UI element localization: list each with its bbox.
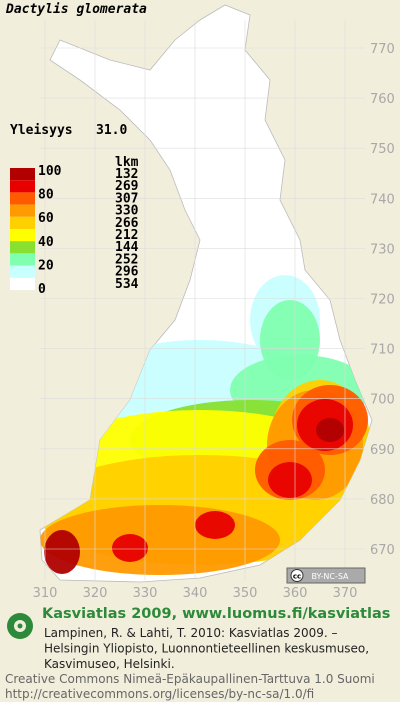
density-area <box>316 418 344 442</box>
legend-swatch <box>10 204 35 217</box>
legend-count: 266 <box>115 216 139 231</box>
footer: Lampinen, R. & Lahti, T. 2010: Kasviatla… <box>5 626 375 701</box>
citation-line: Helsingin Yliopisto, Luonnontieteellinen… <box>44 642 369 656</box>
y-label: 750 <box>370 142 395 157</box>
grid: 770 760 750 740 730 720 710 700 690 680 670 310 320 3… <box>33 20 395 601</box>
density-area <box>44 530 80 574</box>
density-area <box>268 462 312 498</box>
badge-text: BY-NC-SA <box>311 572 349 581</box>
footer-title: Kasviatlas 2009, www.luomus.fi/kasviatla… <box>42 606 390 622</box>
density-area <box>195 511 235 539</box>
legend-count: 330 <box>115 204 139 219</box>
logo <box>7 613 33 639</box>
legend-swatch <box>10 265 35 278</box>
y-label: 760 <box>370 92 395 107</box>
frequency-label: Yleisyys <box>10 123 73 138</box>
legend-count: 144 <box>115 240 139 255</box>
x-label: 350 <box>233 586 258 601</box>
y-label: 680 <box>370 493 395 508</box>
x-label: 320 <box>83 586 108 601</box>
badge-icon: cc <box>293 573 301 581</box>
frequency-value: 31.0 <box>96 123 127 138</box>
legend-level: 0 <box>38 282 46 297</box>
map-title: Dactylis glomerata <box>5 2 147 17</box>
legend-level: 60 <box>38 211 54 226</box>
legend-swatch <box>10 253 35 266</box>
legend-swatch <box>10 277 35 290</box>
y-label: 710 <box>370 343 395 358</box>
legend-swatch <box>10 241 35 254</box>
license-line: http://creativecommons.org/licenses/by-n… <box>5 687 314 701</box>
y-label: 770 <box>370 42 395 57</box>
legend-count: 132 <box>115 167 138 182</box>
citation-line: Lampinen, R. & Lahti, T. 2010: Kasviatla… <box>44 626 338 640</box>
legend-level: 40 <box>38 235 54 250</box>
legend-count: 252 <box>115 252 138 267</box>
legend-count: 296 <box>115 265 139 280</box>
legend-swatch <box>10 180 35 193</box>
y-label: 670 <box>370 543 395 558</box>
legend-swatch <box>10 192 35 205</box>
y-label: 740 <box>370 192 395 207</box>
legend-count: 212 <box>115 228 138 243</box>
y-label: 700 <box>370 393 395 408</box>
y-label: 720 <box>370 293 395 308</box>
legend-header: lkm <box>115 155 139 170</box>
x-label: 310 <box>33 586 58 601</box>
y-label: 690 <box>370 443 395 458</box>
x-label: 340 <box>183 586 208 601</box>
legend-level: 20 <box>38 258 54 273</box>
x-label: 330 <box>133 586 158 601</box>
license-line: Creative Commons Nimeä-Epäkaupallinen-Ta… <box>5 672 375 686</box>
legend-count: 269 <box>115 179 138 194</box>
x-label: 360 <box>283 586 308 601</box>
legend-count: 534 <box>115 277 139 292</box>
legend-level: 100 <box>38 164 62 179</box>
x-label: 370 <box>333 586 358 601</box>
y-label: 730 <box>370 242 395 257</box>
legend-count: 307 <box>115 191 138 206</box>
legend-level: 80 <box>38 188 54 203</box>
citation-line: Kasvimuseo, Helsinki. <box>44 657 175 671</box>
license-badge: cc BY-NC-SA <box>286 567 366 584</box>
legend-swatch <box>10 168 35 181</box>
legend-swatch <box>10 229 35 242</box>
density-area <box>112 534 148 562</box>
legend-swatch <box>10 216 35 229</box>
